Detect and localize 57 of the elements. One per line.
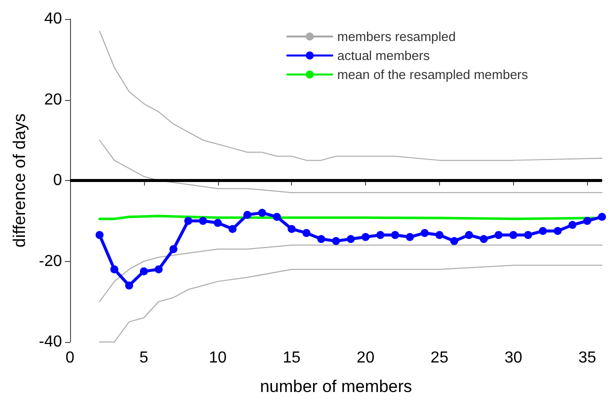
x-tick-label: 15 <box>282 350 301 366</box>
point <box>435 231 444 240</box>
point <box>258 208 266 217</box>
y-axis-title: difference of days <box>10 114 29 248</box>
point <box>465 231 473 240</box>
x-tick-label: 20 <box>356 350 375 366</box>
point <box>96 231 104 240</box>
point <box>480 235 488 244</box>
line-series <box>99 244 602 302</box>
line-series <box>99 140 602 194</box>
legend-label: members resampled <box>337 29 456 44</box>
point <box>199 216 207 225</box>
x-axis-title: number of members <box>260 377 412 396</box>
x-tick-label: 35 <box>578 350 596 366</box>
point <box>125 281 134 290</box>
point <box>228 224 237 233</box>
point <box>509 231 518 240</box>
point <box>288 224 296 233</box>
line-series <box>99 264 602 342</box>
point <box>362 233 370 242</box>
point <box>154 265 163 274</box>
point <box>332 237 340 246</box>
x-tick-label: 5 <box>139 350 148 366</box>
point <box>243 210 252 219</box>
y-tick-label: 20 <box>44 91 62 108</box>
point <box>346 235 355 244</box>
point <box>302 228 310 237</box>
line-series <box>99 30 602 161</box>
legend-label: mean of the resampled members <box>337 67 528 82</box>
y-tick-label: 0 <box>53 172 62 189</box>
point <box>317 235 326 244</box>
y-tick-label: 40 <box>44 10 62 28</box>
x-tick-label: 0 <box>66 350 75 366</box>
y-tick-label: -40 <box>38 334 62 350</box>
x-tick-label: 25 <box>430 350 448 366</box>
point <box>554 226 562 235</box>
point <box>184 216 192 225</box>
point <box>140 267 148 276</box>
x-tick-label: 30 <box>504 350 522 366</box>
point <box>598 212 606 221</box>
x-tick-label: 10 <box>208 350 227 366</box>
point <box>450 237 458 246</box>
point <box>538 226 547 235</box>
point <box>376 231 384 240</box>
point <box>583 216 592 225</box>
legend-label: actual members <box>337 48 430 63</box>
point <box>110 265 118 274</box>
y-tick-label: -20 <box>38 252 62 270</box>
point <box>169 245 178 254</box>
point <box>524 231 532 240</box>
point <box>391 231 400 240</box>
point <box>272 212 281 221</box>
point <box>214 218 222 227</box>
point <box>420 228 429 237</box>
point <box>494 231 503 240</box>
point <box>568 220 576 229</box>
point <box>406 233 414 242</box>
